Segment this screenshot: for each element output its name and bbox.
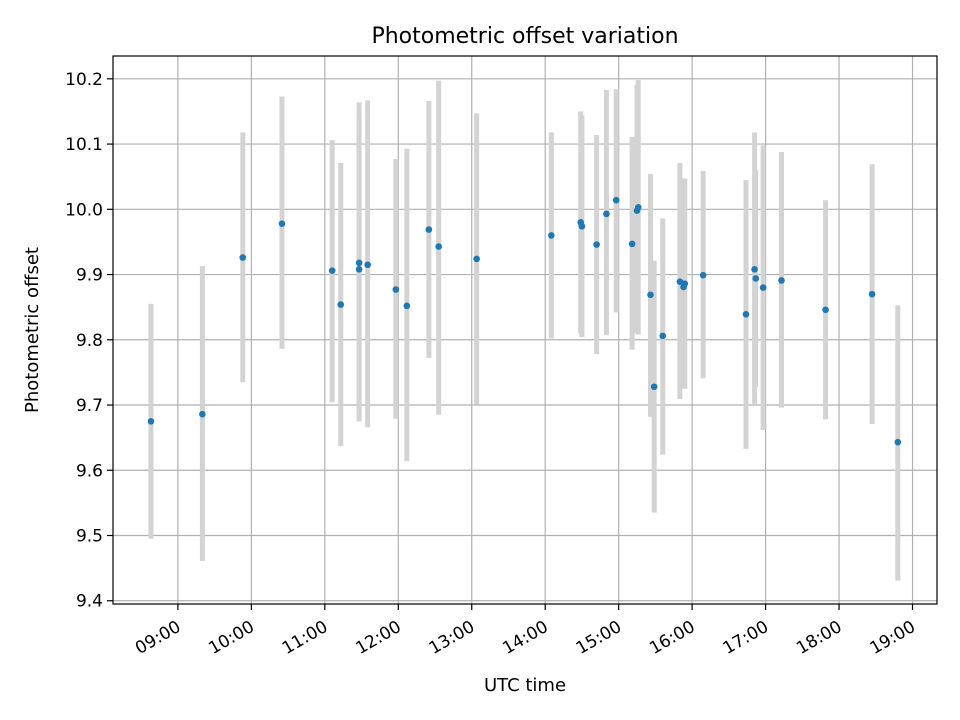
- x-axis-label: UTC time: [484, 675, 566, 696]
- y-tick-label: 9.8: [76, 331, 103, 351]
- data-point: [199, 410, 206, 418]
- data-point: [634, 204, 642, 211]
- data-point: [894, 438, 902, 446]
- data-point: [278, 220, 286, 227]
- data-point: [425, 226, 433, 233]
- y-tick-label: 10.1: [65, 135, 103, 155]
- y-tick-label: 10.0: [65, 200, 103, 220]
- data-point: [328, 267, 336, 274]
- data-point: [392, 286, 400, 293]
- chart-title: Photometric offset variation: [371, 24, 678, 49]
- data-point: [578, 222, 586, 230]
- data-point: [778, 277, 785, 284]
- data-point: [752, 275, 760, 282]
- y-tick-label: 9.5: [76, 527, 103, 547]
- data-point: [647, 291, 654, 299]
- data-point: [759, 284, 767, 291]
- data-point: [681, 280, 689, 287]
- data-point: [403, 302, 411, 310]
- data-point: [239, 254, 247, 261]
- data-point: [659, 332, 667, 340]
- data-point: [699, 271, 707, 279]
- data-point: [337, 301, 345, 308]
- data-point: [364, 261, 371, 269]
- y-axis-label: Photometric offset: [22, 247, 43, 413]
- y-tick-label: 10.2: [65, 70, 103, 90]
- data-point: [435, 243, 442, 250]
- y-tick-label: 9.6: [76, 461, 103, 481]
- y-tick-label: 9.7: [76, 396, 103, 416]
- y-tick-label: 9.4: [76, 592, 103, 612]
- data-point: [822, 306, 829, 314]
- data-point: [355, 259, 363, 267]
- data-point: [355, 266, 363, 273]
- data-point: [147, 418, 155, 425]
- grid: [113, 56, 937, 604]
- data-point: [603, 210, 610, 218]
- data-point: [612, 196, 620, 204]
- data-point: [650, 383, 658, 391]
- data-point: [628, 240, 636, 248]
- data-point: [868, 290, 876, 298]
- data-point: [751, 266, 758, 273]
- data-point: [473, 255, 480, 263]
- plot-frame: [112, 55, 938, 605]
- data-point: [742, 311, 750, 318]
- y-tick-label: 9.9: [76, 266, 103, 286]
- data-points: [147, 196, 902, 446]
- data-point: [548, 232, 555, 239]
- y-axis-ticks: 9.4 9.5 9.6 9.7 9.8 9.9 10.0 10.1 10.2: [65, 70, 113, 612]
- data-point: [593, 241, 600, 248]
